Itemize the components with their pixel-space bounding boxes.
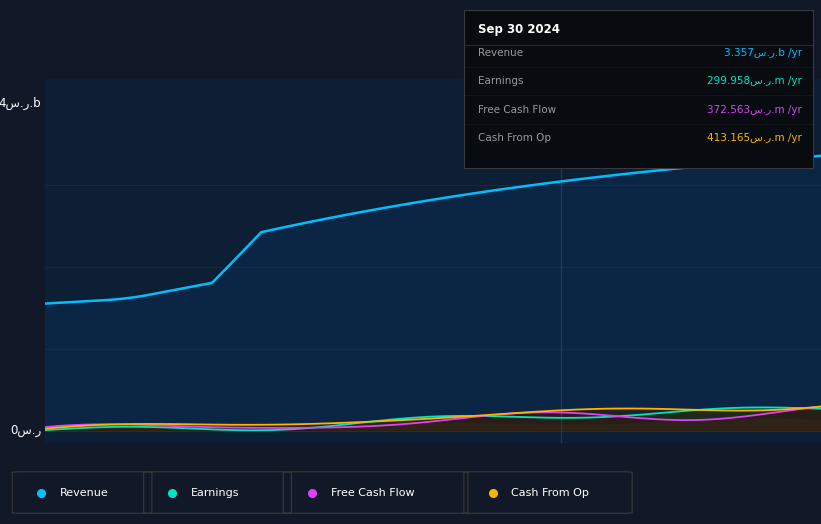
Text: 372.563س.ر.m /yr: 372.563س.ر.m /yr: [708, 104, 802, 115]
Text: Sep 30 2024: Sep 30 2024: [478, 23, 560, 36]
Text: Free Cash Flow: Free Cash Flow: [478, 104, 556, 115]
Text: 2023: 2023: [417, 490, 449, 503]
Text: 2024: 2024: [673, 490, 705, 503]
Text: Revenue: Revenue: [478, 48, 523, 58]
Text: Cash From Op: Cash From Op: [478, 133, 551, 143]
Text: Earnings: Earnings: [191, 487, 240, 498]
Text: 299.958س.ر.m /yr: 299.958س.ر.m /yr: [708, 76, 802, 86]
Text: 4س.ر.b: 4س.ر.b: [0, 96, 41, 110]
Text: 0س.ر: 0س.ر: [10, 424, 41, 437]
Text: Cash From Op: Cash From Op: [511, 487, 589, 498]
Text: 2022: 2022: [161, 490, 193, 503]
Text: Free Cash Flow: Free Cash Flow: [331, 487, 415, 498]
Text: 413.165س.ر.m /yr: 413.165س.ر.m /yr: [708, 133, 802, 143]
Text: 3.357س.ر.b /yr: 3.357س.ر.b /yr: [724, 48, 802, 58]
Text: Revenue: Revenue: [60, 487, 108, 498]
Text: Earnings: Earnings: [478, 76, 523, 86]
